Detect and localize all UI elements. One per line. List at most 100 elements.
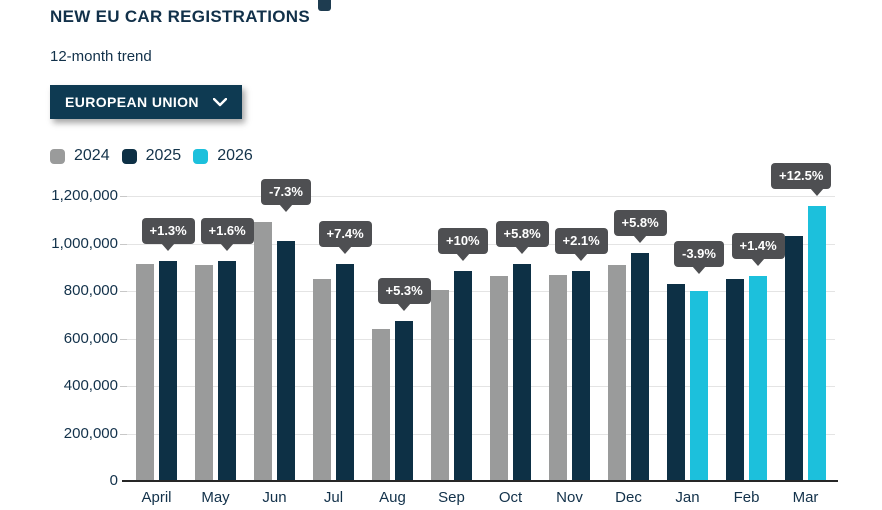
legend-swatch-2024 <box>50 148 65 164</box>
legend-item-2026[interactable]: 2026 <box>193 147 253 165</box>
chart-legend: 2024 2025 2026 <box>50 147 253 165</box>
change-label-arrow <box>220 243 234 252</box>
bar-group-april <box>127 196 186 481</box>
legend-swatch-2026 <box>193 148 209 164</box>
bar-2025-nov[interactable] <box>572 271 590 481</box>
change-label-arrow <box>692 265 706 274</box>
change-label-arrow <box>456 252 470 261</box>
gridline <box>127 338 835 340</box>
y-axis-tick-label: 800,000 <box>63 282 118 299</box>
chevron-down-icon <box>212 97 227 106</box>
x-axis-label-jul: Jul <box>323 489 344 506</box>
region-selector-button[interactable]: EUROPEAN UNION <box>50 85 242 119</box>
bar-group-dec <box>599 196 658 481</box>
gridline <box>127 196 835 197</box>
bar-group-sep <box>422 196 481 481</box>
bar-2024-april[interactable] <box>136 264 154 481</box>
change-label-nov: +2.1% <box>554 227 608 254</box>
change-label-feb: +1.4% <box>731 233 785 260</box>
bar-2024-dec[interactable] <box>608 265 626 481</box>
change-label-arrow <box>338 246 352 255</box>
legend-swatch-2025 <box>121 148 137 164</box>
change-label-aug: +5.3% <box>377 277 431 304</box>
x-axis-label-may: May <box>201 489 230 506</box>
gridline <box>127 291 835 292</box>
legend-label: 2024 <box>74 147 110 164</box>
bar-2025-oct[interactable] <box>513 264 531 481</box>
change-label-arrow <box>574 252 588 261</box>
x-axis-label-aug: Aug <box>379 489 406 506</box>
y-axis-tick <box>120 386 127 387</box>
x-axis-label-jun: Jun <box>262 489 287 506</box>
bar-2025-aug[interactable] <box>395 321 413 481</box>
change-label-arrow <box>810 187 824 196</box>
bar-2025-feb[interactable] <box>726 279 744 481</box>
chart-subtitle: 12-month trend <box>50 48 152 65</box>
bar-2024-may[interactable] <box>195 265 213 481</box>
page-title: NEW EU CAR REGISTRATIONS <box>50 7 310 26</box>
change-label-jul: +7.4% <box>318 221 372 248</box>
change-label-april: +1.3% <box>141 217 195 244</box>
legend-item-2025[interactable]: 2025 <box>121 147 182 165</box>
change-label-may: +1.6% <box>200 218 254 245</box>
x-axis-label-sep: Sep <box>438 489 465 506</box>
bar-2024-nov[interactable] <box>549 275 567 481</box>
bar-2025-may[interactable] <box>218 261 236 481</box>
x-axis-label-april: April <box>141 489 172 506</box>
bar-2026-feb[interactable] <box>749 276 767 481</box>
x-axis-label-nov: Nov <box>556 489 583 506</box>
bar-2025-sep[interactable] <box>454 271 472 481</box>
bar-group-mar <box>776 196 835 481</box>
y-axis-tick <box>120 291 127 292</box>
y-axis-tick <box>120 243 127 245</box>
bar-2026-jan[interactable] <box>690 291 708 481</box>
bar-2024-aug[interactable] <box>372 329 390 481</box>
x-axis-label-feb: Feb <box>733 489 760 506</box>
x-axis-line <box>122 480 838 482</box>
y-axis-tick-label: 0 <box>109 472 118 489</box>
bar-2024-jul[interactable] <box>313 279 331 481</box>
bar-group-aug <box>363 196 422 481</box>
bar-group-jun <box>245 196 304 481</box>
bar-group-jan <box>658 196 717 481</box>
bar-2025-april[interactable] <box>159 261 177 481</box>
x-axis-label-oct: Oct <box>498 489 523 506</box>
y-axis-tick-label: 600,000 <box>63 329 118 347</box>
gridline <box>127 433 835 435</box>
change-label-arrow <box>633 235 647 243</box>
y-axis-tick-label: 400,000 <box>63 377 118 394</box>
y-axis-tick <box>120 338 127 340</box>
bar-2025-jun[interactable] <box>277 241 295 481</box>
change-label-jan: -3.9% <box>674 240 724 267</box>
change-label-mar: +12.5% <box>771 162 832 189</box>
y-axis-tick-label: 1,000,000 <box>51 234 118 252</box>
y-axis-tick <box>120 433 127 435</box>
legend-label: 2025 <box>145 147 182 164</box>
change-label-arrow <box>161 242 175 251</box>
x-axis-label-mar: Mar <box>792 489 819 506</box>
bar-2024-sep[interactable] <box>431 290 449 481</box>
bar-2025-jan[interactable] <box>667 284 685 481</box>
legend-label: 2026 <box>217 147 253 164</box>
bar-group-nov <box>540 196 599 481</box>
plot-area: April +1.3% May +1.6% Jun -7.3% Jul +7.4% Aug +5.… <box>120 162 838 506</box>
x-axis-label-dec: Dec <box>615 489 642 506</box>
change-label-dec: +5.8% <box>613 210 667 236</box>
bar-2024-jun[interactable] <box>254 222 272 481</box>
legend-item-2024[interactable]: 2024 <box>50 147 110 165</box>
cropped-fragment <box>318 0 331 11</box>
bar-group-jul <box>304 196 363 481</box>
bar-2025-mar[interactable] <box>785 236 803 481</box>
bar-group-oct <box>481 196 540 481</box>
bar-group-feb <box>717 196 776 481</box>
bar-2025-jul[interactable] <box>336 264 354 481</box>
y-axis-labels: 1,200,000 1,000,000 800,000 600,000 400,000 2… <box>28 187 118 489</box>
y-axis-tick-label: 200,000 <box>63 424 118 442</box>
bar-2025-dec[interactable] <box>631 253 649 481</box>
bar-2024-oct[interactable] <box>490 276 508 481</box>
change-label-jun: -7.3% <box>261 179 311 206</box>
change-label-arrow <box>515 245 529 254</box>
bar-group-may <box>186 196 245 481</box>
bar-2026-mar[interactable] <box>808 206 826 481</box>
